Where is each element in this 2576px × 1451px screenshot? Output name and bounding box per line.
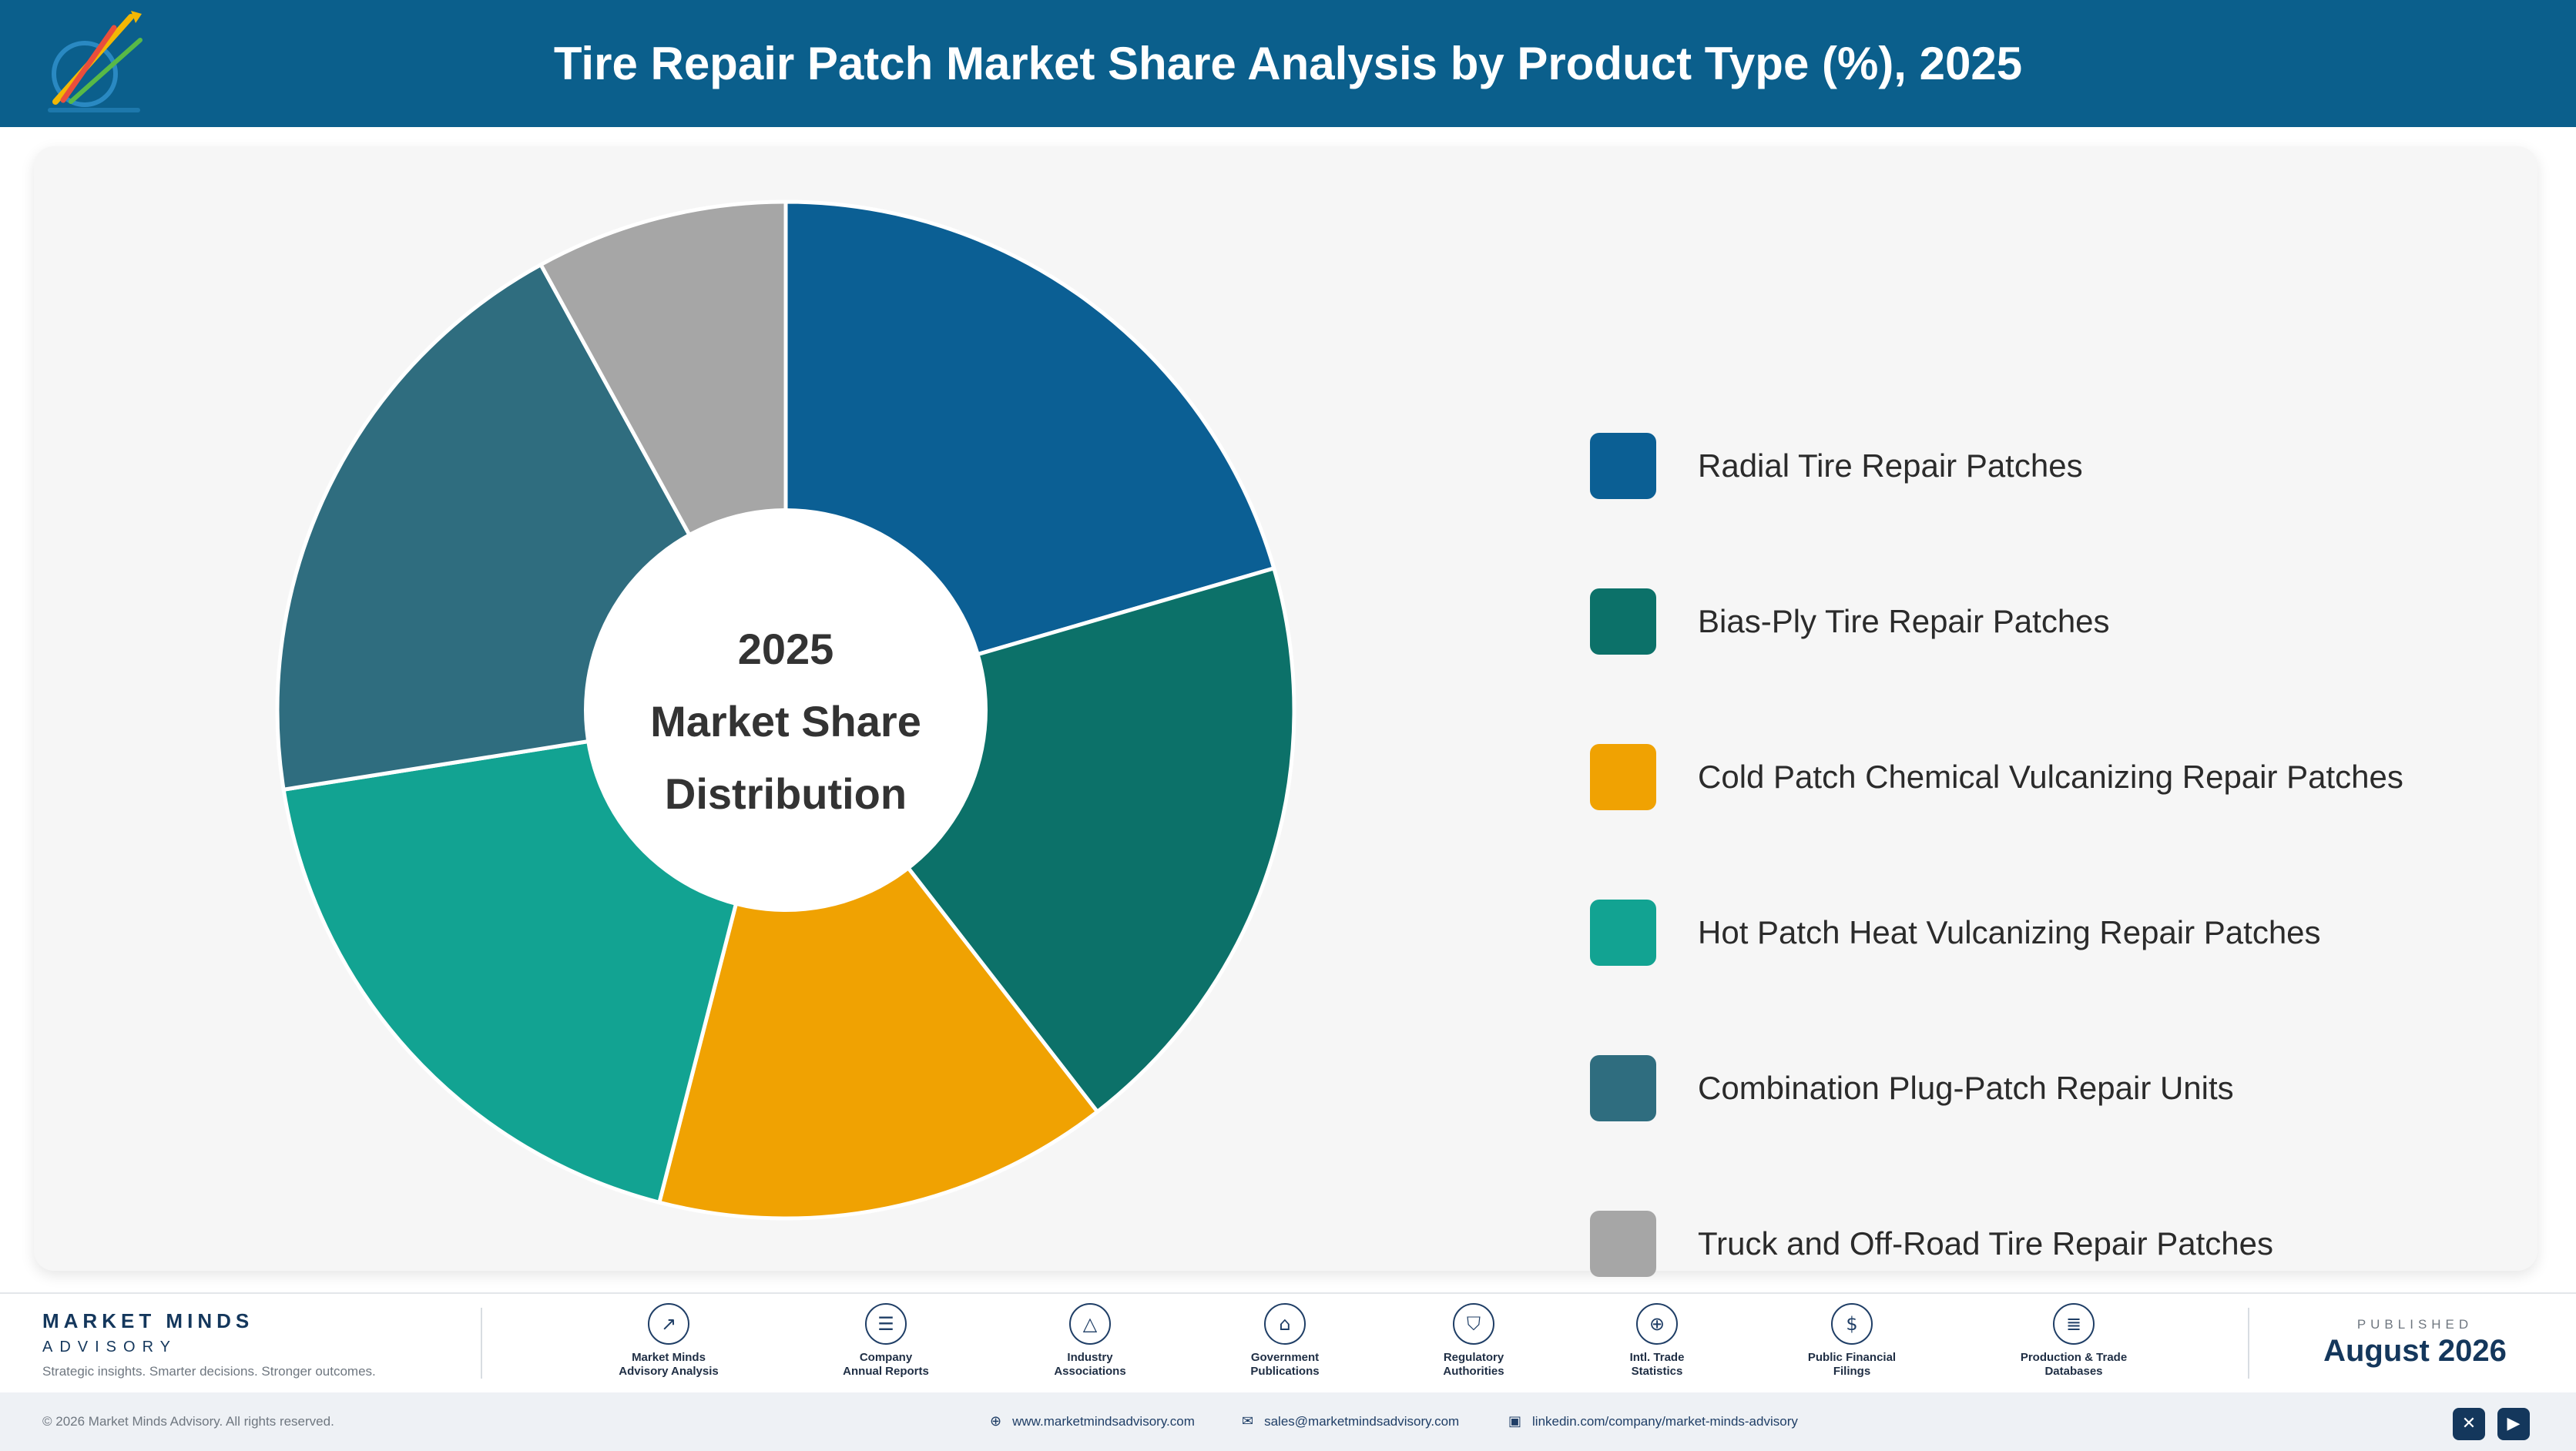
legend-swatch bbox=[1590, 588, 1656, 655]
linkedin-link[interactable]: ▣ linkedin.com/company/market-minds-advis… bbox=[1508, 1392, 1798, 1451]
legend-label: Truck and Off-Road Tire Repair Patches bbox=[1698, 1225, 2273, 1262]
globe-icon: ⊕ bbox=[990, 1413, 1002, 1429]
government-building-icon: ⌂ bbox=[1264, 1303, 1306, 1345]
legend-label: Bias-Ply Tire Repair Patches bbox=[1698, 603, 2110, 639]
published-date: August 2026 bbox=[2323, 1334, 2507, 1368]
source-item: △ Industry Associations bbox=[1005, 1303, 1175, 1379]
legend-swatch bbox=[1590, 1211, 1656, 1277]
legend-swatch bbox=[1590, 1055, 1656, 1121]
donut-hole bbox=[584, 508, 988, 912]
legend-swatch bbox=[1590, 900, 1656, 966]
legend-item: Cold Patch Chemical Vulcanizing Repair P… bbox=[1590, 744, 2553, 810]
source-item: ☰ Company Annual Reports bbox=[801, 1303, 971, 1379]
linkedin-text: linkedin.com/company/market-minds-adviso… bbox=[1532, 1414, 1798, 1429]
email-link[interactable]: ✉ sales@marketmindsadvisory.com bbox=[1242, 1392, 1459, 1451]
legend-item: Combination Plug-Patch Repair Units bbox=[1590, 1055, 2553, 1121]
market-minds-logo-icon bbox=[48, 11, 143, 112]
legend-label: Cold Patch Chemical Vulcanizing Repair P… bbox=[1698, 759, 2403, 795]
divider bbox=[481, 1308, 482, 1379]
legend-item: Bias-Ply Tire Repair Patches bbox=[1590, 588, 2553, 655]
source-item: ⌂ Government Publications bbox=[1200, 1303, 1370, 1379]
source-label: Production & Trade Databases bbox=[2020, 1351, 2128, 1378]
legend-item: Radial Tire Repair Patches bbox=[1590, 433, 2553, 499]
brand-tagline: Strategic insights. Smarter decisions. S… bbox=[42, 1364, 376, 1379]
legend-label: Radial Tire Repair Patches bbox=[1698, 447, 2083, 484]
legend-label: Hot Patch Heat Vulcanizing Repair Patche… bbox=[1698, 914, 2321, 950]
website-text: www.marketmindsadvisory.com bbox=[1012, 1414, 1195, 1429]
source-item: ⊕ Intl. Trade Statistics bbox=[1572, 1303, 1742, 1379]
legend-label: Combination Plug-Patch Repair Units bbox=[1698, 1070, 2234, 1106]
source-item: ≣ Production & Trade Databases bbox=[1989, 1303, 2158, 1379]
source-label: Market Minds Advisory Analysis bbox=[619, 1351, 719, 1378]
published-label: PUBLISHED bbox=[2356, 1317, 2474, 1332]
database-icon: ≣ bbox=[2053, 1303, 2095, 1345]
center-label-year: 2025 bbox=[738, 625, 834, 673]
linkedin-icon: ▣ bbox=[1508, 1413, 1522, 1429]
source-item: ↗ Market Minds Advisory Analysis bbox=[584, 1303, 753, 1379]
mail-icon: ✉ bbox=[1242, 1413, 1254, 1429]
source-item: $ Public Financial Filings bbox=[1767, 1303, 1937, 1379]
source-item: ⛉ Regulatory Authorities bbox=[1389, 1303, 1558, 1379]
brand-subtitle: ADVISORY bbox=[42, 1339, 177, 1355]
legend-item: Hot Patch Heat Vulcanizing Repair Patche… bbox=[1590, 900, 2553, 966]
globe-icon: ⊕ bbox=[1636, 1303, 1678, 1345]
legend-swatch bbox=[1590, 744, 1656, 810]
source-label: Intl. Trade Statistics bbox=[1629, 1351, 1685, 1378]
dollar-icon: $ bbox=[1831, 1303, 1873, 1345]
legend-swatch bbox=[1590, 433, 1656, 499]
source-label: Public Financial Filings bbox=[1807, 1351, 1897, 1378]
header-bar: Tire Repair Patch Market Share Analysis … bbox=[0, 0, 2576, 127]
source-label: Company Annual Reports bbox=[843, 1351, 929, 1378]
center-label-line2: Market Share bbox=[650, 697, 921, 746]
source-label: Government Publications bbox=[1250, 1351, 1320, 1378]
divider bbox=[2248, 1308, 2249, 1379]
email-text: sales@marketmindsadvisory.com bbox=[1264, 1414, 1460, 1429]
bottom-bar: © 2026 Market Minds Advisory. All rights… bbox=[0, 1392, 2576, 1451]
page-title: Tire Repair Patch Market Share Analysis … bbox=[553, 38, 2023, 89]
source-label: Regulatory Authorities bbox=[1443, 1351, 1504, 1378]
pie-chart: 2025 Market Share Distribution bbox=[275, 199, 1296, 1221]
document-icon: ☰ bbox=[865, 1303, 907, 1345]
copyright: © 2026 Market Minds Advisory. All rights… bbox=[42, 1414, 334, 1429]
center-label-line3: Distribution bbox=[665, 769, 907, 818]
chart-card: 2025 Market Share Distribution Radial Ti… bbox=[34, 146, 2537, 1277]
x-icon[interactable]: ✕ bbox=[2453, 1408, 2485, 1440]
brand-name: MARKET MINDS bbox=[42, 1309, 254, 1332]
legend-item: Truck and Off-Road Tire Repair Patches bbox=[1590, 1211, 2553, 1277]
footer: MARKET MINDS ADVISORY Strategic insights… bbox=[0, 1292, 2576, 1451]
trend-chart-icon: ↗ bbox=[648, 1303, 689, 1345]
shield-icon: ⛉ bbox=[1453, 1303, 1494, 1345]
youtube-icon[interactable]: ▶ bbox=[2497, 1408, 2530, 1440]
website-link[interactable]: ⊕ www.marketmindsadvisory.com bbox=[990, 1392, 1195, 1451]
source-label: Industry Associations bbox=[1054, 1351, 1126, 1378]
network-icon: △ bbox=[1069, 1303, 1111, 1345]
